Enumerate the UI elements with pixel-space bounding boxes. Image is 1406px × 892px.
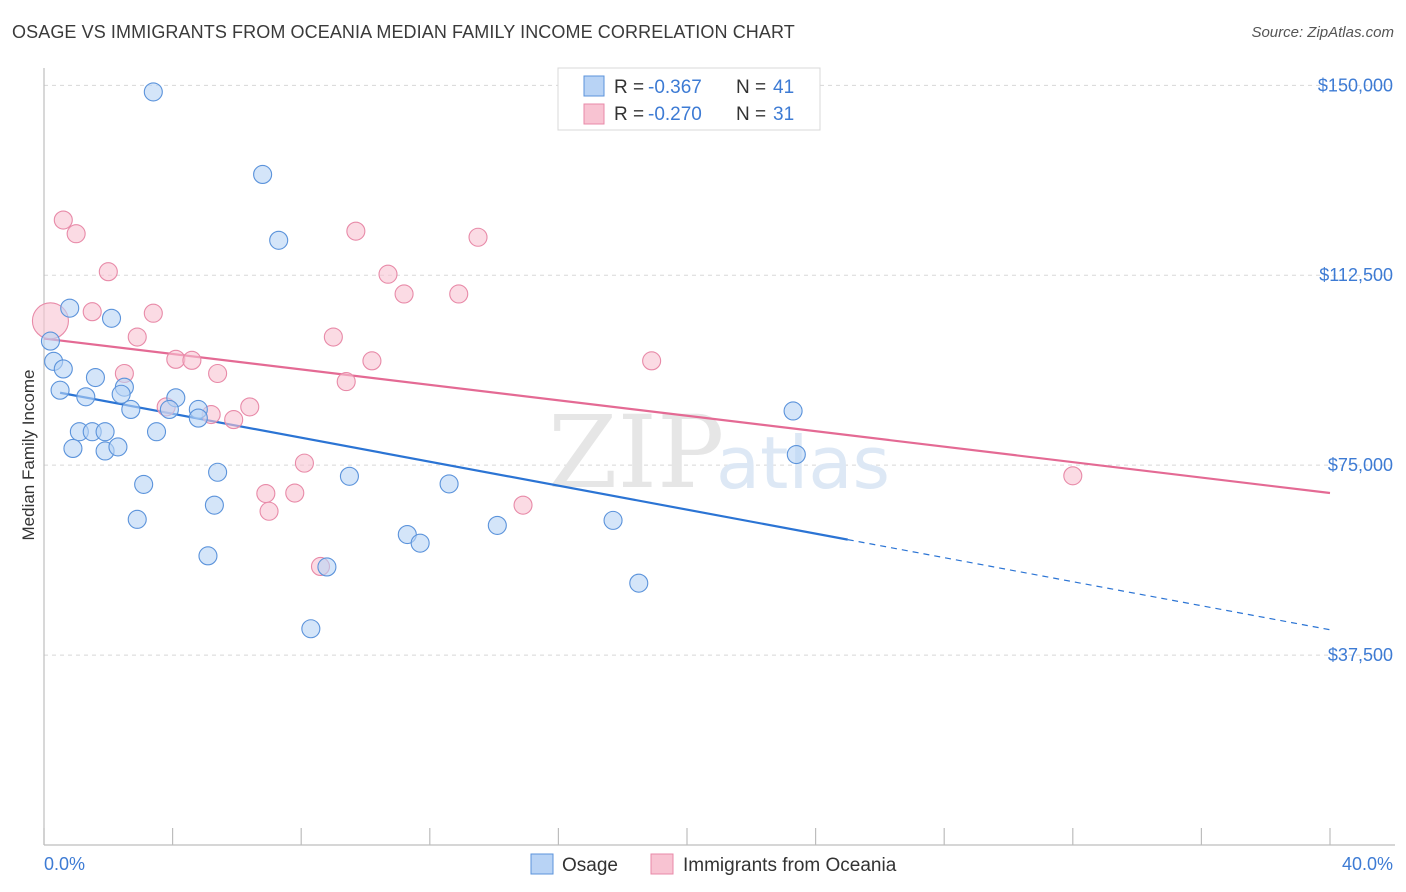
osage-point-12	[111, 384, 131, 404]
legend-r-label-1: R =	[614, 77, 644, 98]
axes	[43, 68, 1395, 846]
osage-point-34	[410, 533, 430, 553]
oceania-point-28	[513, 495, 533, 515]
series-legend: Osage Immigrants from Oceania	[530, 853, 897, 876]
osage-point-5	[40, 331, 60, 351]
osage-point-28	[439, 474, 459, 494]
oceania-point-15	[346, 221, 366, 241]
osage-point-11	[76, 387, 96, 407]
osage-point-22	[63, 438, 83, 458]
osage-point-0	[143, 82, 163, 102]
oceania-points	[31, 210, 1083, 577]
oceania-point-30	[1063, 466, 1083, 486]
oceania-point-18	[394, 284, 414, 304]
oceania-point-21	[362, 351, 382, 371]
osage-point-40	[786, 444, 806, 465]
legend-swatch-osage	[583, 75, 605, 97]
oceania-point-4	[82, 302, 102, 322]
osage-point-21	[146, 422, 167, 442]
oceania-point-16	[468, 227, 488, 247]
bottom-legend-swatch-oceania	[650, 853, 674, 875]
osage-point-25	[208, 462, 228, 482]
y-tick-labels: $37,500 $75,000 $112,500 $150,000	[1318, 75, 1393, 665]
trend-line-oceania	[43, 337, 1331, 495]
legend-n-label-2: N =	[736, 104, 766, 125]
osage-point-31	[487, 515, 507, 535]
osage-point-20	[95, 422, 115, 442]
osage-point-8	[85, 367, 105, 388]
oceania-point-25	[256, 483, 276, 504]
osage-point-17	[188, 408, 208, 428]
y-tick-label-3: $150,000	[1318, 75, 1393, 95]
legend-swatch-oceania	[583, 103, 605, 125]
legend-n-value-2: 31	[773, 104, 794, 125]
y-tick-label-0: $37,500	[1328, 645, 1393, 665]
oceania-point-3	[98, 262, 118, 282]
oceania-point-27	[259, 501, 279, 521]
x-tick-label-min: 0.0%	[44, 854, 85, 874]
oceania-point-22	[336, 372, 356, 392]
osage-point-30	[127, 509, 147, 529]
oceania-point-17	[378, 264, 398, 284]
osage-point-37	[629, 573, 649, 593]
y-axis-label: Median Family Income	[19, 369, 38, 540]
oceania-point-2	[66, 224, 86, 244]
x-tick-label-max: 40.0%	[1342, 854, 1393, 874]
oceania-point-10	[208, 363, 228, 384]
oceania-point-26	[285, 483, 305, 503]
oceania-point-12	[240, 397, 260, 417]
legend-r-label-2: R =	[614, 104, 644, 125]
oceania-point-5	[143, 303, 163, 323]
oceania-point-19	[449, 284, 469, 304]
bottom-legend-label-osage: Osage	[562, 855, 618, 876]
legend-r-value-1: -0.367	[648, 77, 702, 98]
osage-point-36	[317, 557, 337, 577]
chart-title: OSAGE VS IMMIGRANTS FROM OCEANIA MEDIAN …	[12, 22, 795, 42]
osage-point-10	[50, 380, 70, 400]
osage-point-3	[60, 298, 80, 318]
oceania-point-24	[294, 453, 314, 473]
oceania-point-1	[53, 210, 73, 230]
oceania-point-8	[182, 350, 202, 370]
osage-point-7	[53, 359, 73, 379]
osage-points	[40, 82, 806, 639]
legend-r-value-2: -0.270	[648, 104, 702, 125]
osage-point-35	[198, 546, 218, 566]
oceania-point-14	[224, 410, 244, 430]
osage-point-14	[121, 399, 141, 420]
correlation-legend: R = -0.367 N = 41 R = -0.270 N = 31	[557, 67, 821, 131]
osage-point-39	[783, 401, 803, 421]
osage-point-15	[159, 399, 179, 420]
osage-point-4	[101, 308, 122, 328]
grid-lines	[44, 84, 1395, 656]
y-tick-label-1: $75,000	[1328, 455, 1393, 475]
y-tick-label-2: $112,500	[1319, 265, 1393, 285]
legend-n-value-1: 41	[773, 77, 794, 98]
osage-point-38	[301, 619, 321, 639]
oceania-point-23	[642, 351, 662, 371]
oceania-point-7	[166, 349, 186, 369]
oceania-point-20	[323, 327, 343, 347]
watermark: ZIP atlas	[548, 394, 890, 511]
source-label: Source: ZipAtlas.com	[1251, 24, 1394, 41]
osage-point-24	[108, 437, 128, 457]
watermark-zip: ZIP	[548, 394, 724, 511]
osage-point-2	[269, 230, 289, 250]
osage-point-26	[339, 466, 359, 486]
osage-point-1	[253, 164, 273, 185]
legend-n-label-1: N =	[736, 77, 766, 98]
oceania-point-6	[127, 327, 147, 347]
watermark-atlas: atlas	[716, 421, 890, 505]
osage-point-27	[134, 474, 154, 494]
bottom-legend-label-oceania: Immigrants from Oceania	[683, 855, 897, 876]
osage-point-29	[204, 495, 224, 515]
bottom-legend-swatch-osage	[530, 853, 554, 875]
trend-line-osage-extension	[847, 539, 1331, 631]
osage-point-32	[603, 510, 623, 530]
